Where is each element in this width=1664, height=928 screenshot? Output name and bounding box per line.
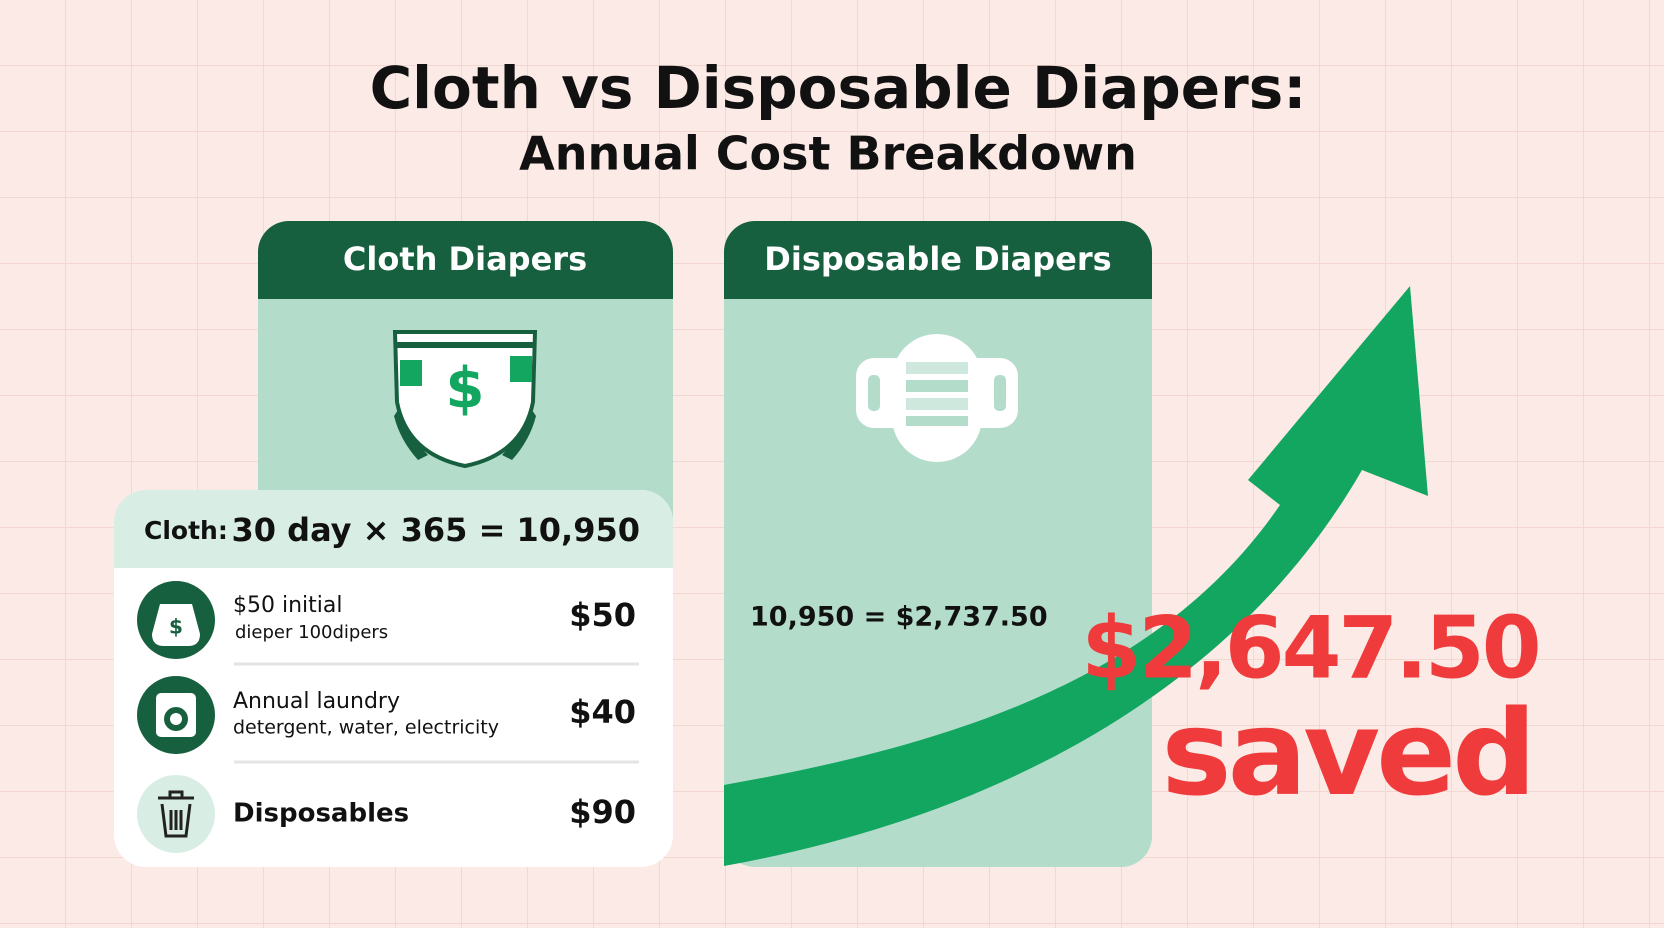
disposable-total: 10,950 = $2,737.50 bbox=[750, 602, 1048, 633]
svg-text:$: $ bbox=[446, 356, 485, 421]
row-title: Disposables bbox=[233, 799, 409, 829]
savings-label: saved bbox=[1161, 684, 1532, 822]
savings-amount: $2,647.50 bbox=[1081, 598, 1538, 698]
row-title: Annual laundry bbox=[233, 689, 400, 714]
title: Cloth vs Disposable Diapers: bbox=[370, 54, 1307, 122]
breakdown-formula: 30 day × 365 = 10,950 bbox=[231, 511, 640, 549]
row-detail: dieper 100dipers bbox=[235, 622, 388, 643]
savings-arrow bbox=[724, 286, 1428, 866]
row-amount: $50 bbox=[569, 596, 636, 634]
row-detail: detergent, water, electricity bbox=[233, 717, 499, 739]
card-title: Cloth Diapers bbox=[343, 240, 587, 278]
breakdown-label: Cloth: bbox=[144, 516, 228, 545]
row-amount: $90 bbox=[569, 793, 636, 831]
svg-text:$: $ bbox=[169, 615, 183, 639]
cloth-diaper-icon: $ bbox=[392, 330, 538, 469]
card-title: Disposable Diapers bbox=[764, 240, 1111, 278]
subtitle: Annual Cost Breakdown bbox=[519, 127, 1137, 181]
breakdown-card: Cloth: 30 day × 365 = 10,950 $ $50 initi… bbox=[114, 490, 673, 867]
cloth-card: Cloth Diapers $ bbox=[258, 221, 673, 552]
row-title: $50 initial bbox=[233, 593, 342, 618]
row-amount: $40 bbox=[569, 693, 636, 731]
disposable-diaper-icon bbox=[856, 334, 1018, 462]
